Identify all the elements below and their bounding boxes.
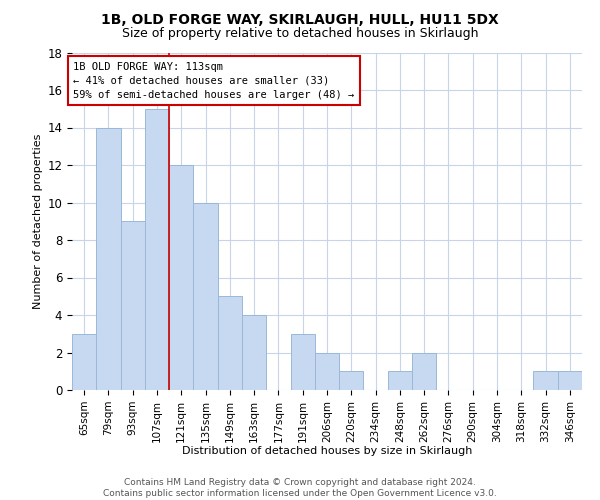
Bar: [121, 221, 145, 390]
X-axis label: Distribution of detached houses by size in Skirlaugh: Distribution of detached houses by size …: [182, 446, 472, 456]
Text: 1B, OLD FORGE WAY, SKIRLAUGH, HULL, HU11 5DX: 1B, OLD FORGE WAY, SKIRLAUGH, HULL, HU11…: [101, 12, 499, 26]
Y-axis label: Number of detached properties: Number of detached properties: [33, 134, 43, 309]
Bar: [145, 109, 169, 390]
Text: Contains HM Land Registry data © Crown copyright and database right 2024.
Contai: Contains HM Land Registry data © Crown c…: [103, 478, 497, 498]
Bar: [315, 352, 339, 390]
Bar: [339, 371, 364, 390]
Bar: [533, 371, 558, 390]
Bar: [193, 202, 218, 390]
Bar: [96, 128, 121, 390]
Bar: [169, 165, 193, 390]
Bar: [242, 315, 266, 390]
Text: 1B OLD FORGE WAY: 113sqm
← 41% of detached houses are smaller (33)
59% of semi-d: 1B OLD FORGE WAY: 113sqm ← 41% of detach…: [73, 62, 355, 100]
Bar: [218, 296, 242, 390]
Bar: [388, 371, 412, 390]
Bar: [412, 352, 436, 390]
Bar: [558, 371, 582, 390]
Bar: [72, 334, 96, 390]
Text: Size of property relative to detached houses in Skirlaugh: Size of property relative to detached ho…: [122, 28, 478, 40]
Bar: [290, 334, 315, 390]
